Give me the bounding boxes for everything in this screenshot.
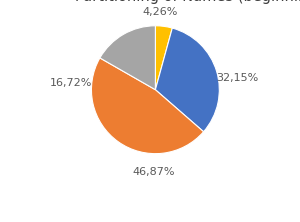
Wedge shape (155, 28, 219, 132)
Text: Partitioning of Names (beginning letter, 4 buckets): Partitioning of Names (beginning letter,… (76, 0, 300, 4)
Text: 46,87%: 46,87% (133, 166, 176, 176)
Wedge shape (155, 26, 172, 90)
Wedge shape (92, 58, 204, 154)
Text: 16,72%: 16,72% (50, 78, 92, 88)
Text: 32,15%: 32,15% (216, 73, 258, 83)
Text: 4,26%: 4,26% (143, 7, 178, 17)
Wedge shape (100, 26, 155, 90)
